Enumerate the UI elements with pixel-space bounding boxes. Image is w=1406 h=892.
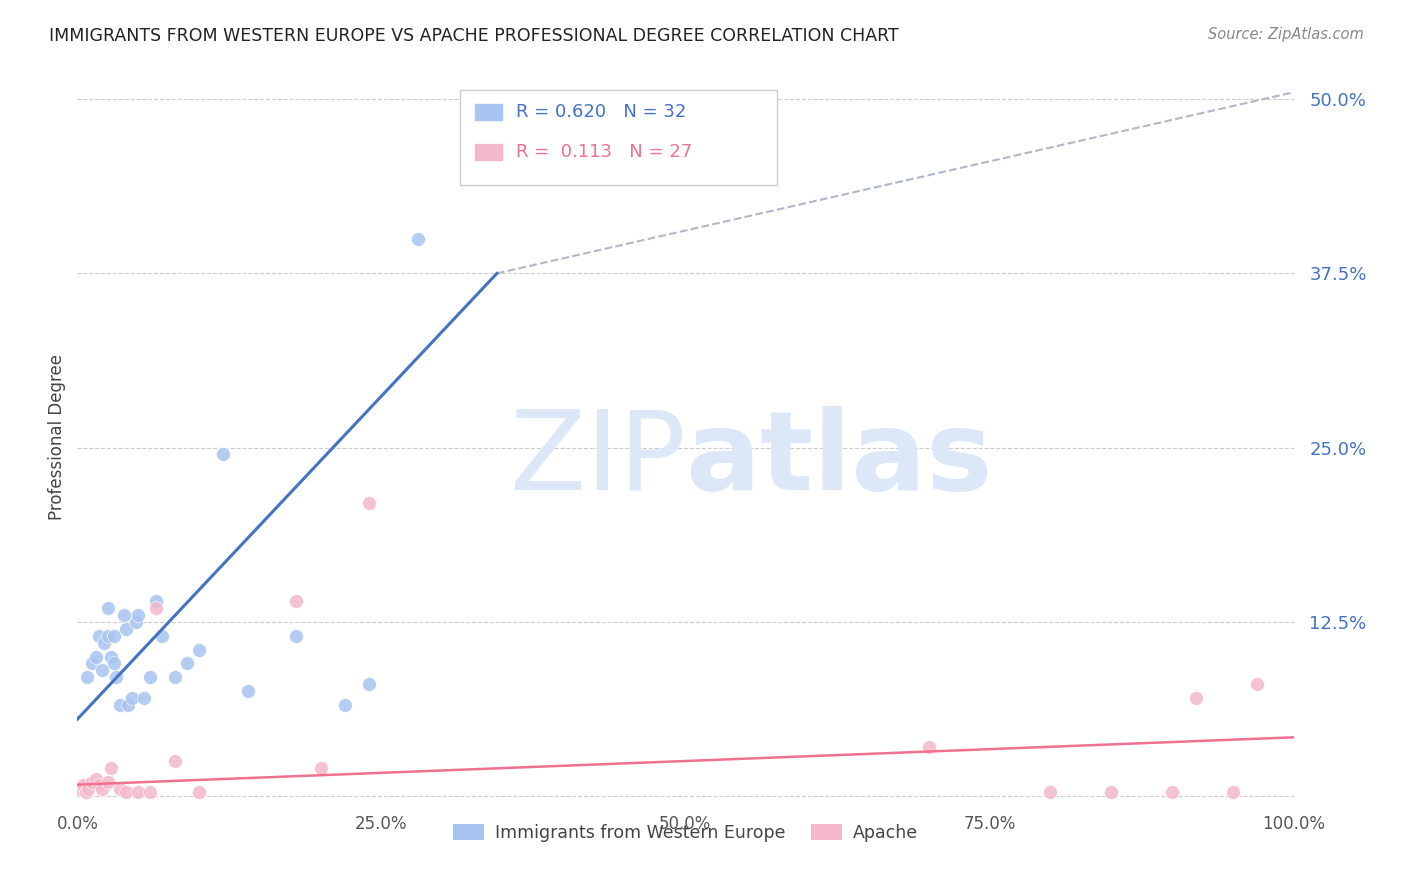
Point (152, 629, 174, 643)
Point (97, 600, 120, 615)
Y-axis label: Professional Degree: Professional Degree (48, 354, 66, 520)
Point (1185, 691, 1208, 706)
Point (97, 775, 120, 789)
Point (333, 698, 356, 713)
Point (84, 772, 107, 786)
Text: IMMIGRANTS FROM WESTERN EUROPE VS APACHE PROFESSIONAL DEGREE CORRELATION CHART: IMMIGRANTS FROM WESTERN EUROPE VS APACHE… (49, 27, 898, 45)
Legend: Immigrants from Western Europe, Apache: Immigrants from Western Europe, Apache (446, 817, 925, 849)
Point (285, 594, 308, 608)
Point (90, 664, 112, 678)
Point (1099, 785, 1122, 799)
FancyBboxPatch shape (475, 103, 502, 120)
Point (75, 785, 97, 799)
Text: R = 0.620   N = 32: R = 0.620 N = 32 (516, 103, 686, 120)
Point (1039, 785, 1062, 799)
Point (76, 670, 98, 684)
Point (70, 781, 93, 796)
Point (236, 684, 259, 698)
FancyBboxPatch shape (475, 144, 502, 160)
Point (285, 629, 308, 643)
Point (121, 691, 143, 706)
Point (72, 778, 94, 792)
Point (105, 670, 128, 684)
Point (163, 670, 186, 684)
Point (1222, 785, 1244, 799)
Point (176, 657, 198, 671)
FancyBboxPatch shape (460, 90, 776, 185)
Point (97, 629, 120, 643)
Point (406, 231, 429, 245)
Point (108, 698, 131, 713)
Point (117, 698, 139, 713)
Point (89, 629, 111, 643)
Point (115, 622, 138, 636)
Point (127, 785, 149, 799)
Text: R =  0.113   N = 27: R = 0.113 N = 27 (516, 143, 693, 161)
Point (309, 761, 332, 775)
Point (90, 781, 112, 796)
Point (145, 600, 167, 615)
Point (100, 649, 122, 664)
Point (108, 781, 131, 796)
Point (145, 594, 167, 608)
Point (359, 677, 381, 691)
Point (127, 607, 149, 622)
Point (134, 691, 156, 706)
Point (80, 657, 103, 671)
Text: ZIP: ZIP (510, 406, 686, 513)
Point (188, 785, 211, 799)
Point (100, 761, 122, 775)
Point (1246, 677, 1268, 691)
Text: Source: ZipAtlas.com: Source: ZipAtlas.com (1208, 27, 1364, 42)
Point (139, 670, 162, 684)
Point (103, 657, 125, 671)
Point (188, 642, 211, 657)
Point (1161, 785, 1184, 799)
Point (163, 754, 186, 768)
Point (359, 496, 381, 510)
Point (84, 649, 107, 664)
Point (112, 607, 135, 622)
Point (103, 629, 125, 643)
Point (89, 778, 111, 792)
Point (139, 785, 162, 799)
Point (918, 740, 941, 755)
Text: atlas: atlas (686, 406, 993, 513)
Point (77, 781, 100, 796)
Point (93, 635, 115, 649)
Point (125, 615, 148, 629)
Point (212, 448, 235, 462)
Point (115, 785, 138, 799)
Point (80, 775, 103, 789)
